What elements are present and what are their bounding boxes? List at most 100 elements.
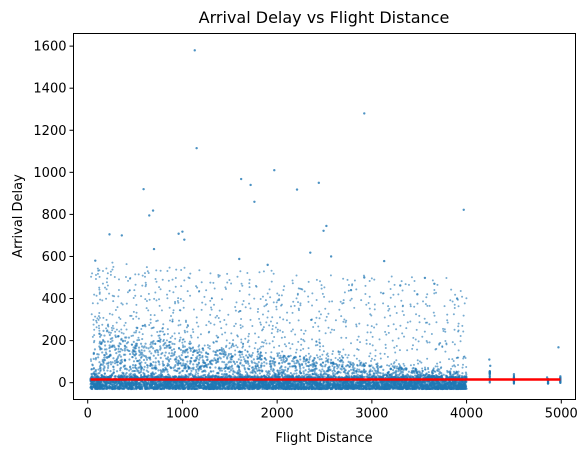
data-point (409, 303, 412, 306)
data-point (444, 350, 447, 353)
data-point (143, 365, 146, 368)
data-point (177, 301, 180, 304)
data-point (224, 370, 227, 373)
data-point (442, 329, 445, 332)
data-point (138, 331, 141, 334)
data-point (254, 284, 257, 287)
data-point (181, 358, 184, 361)
data-point (184, 331, 187, 334)
data-point (141, 274, 144, 277)
data-point (152, 326, 155, 329)
data-point (430, 333, 433, 335)
data-point (403, 364, 406, 367)
data-point (113, 359, 117, 363)
data-point (276, 369, 279, 372)
data-point (311, 338, 314, 341)
data-point (312, 363, 316, 366)
data-point (226, 281, 229, 284)
data-point (166, 297, 169, 300)
data-point (331, 369, 334, 373)
data-point (224, 354, 227, 357)
data-point (360, 299, 363, 302)
data-point (282, 288, 285, 291)
data-point (347, 289, 350, 292)
data-point (403, 335, 406, 338)
data-point (248, 282, 251, 285)
data-point (278, 344, 281, 347)
data-point (317, 373, 320, 377)
data-point (311, 369, 315, 372)
data-point (112, 368, 115, 371)
data-point (449, 299, 452, 302)
data-point (206, 344, 209, 347)
data-point (181, 341, 184, 344)
data-point (295, 297, 298, 300)
data-point (129, 365, 132, 368)
data-point (370, 325, 373, 328)
data-point (91, 272, 94, 275)
data-point (176, 300, 179, 303)
data-point (304, 369, 307, 372)
data-point (198, 350, 201, 353)
data-point (290, 387, 294, 390)
data-point (179, 336, 182, 339)
data-point (104, 344, 107, 347)
data-point (238, 290, 241, 293)
data-point (425, 296, 428, 299)
data-point (119, 359, 122, 362)
data-point (452, 360, 455, 362)
data-point (321, 365, 324, 368)
data-point (368, 364, 371, 367)
data-point (90, 313, 93, 316)
data-point (251, 366, 254, 369)
data-point (175, 358, 178, 361)
data-point (241, 353, 244, 356)
data-point (165, 339, 168, 342)
data-point (318, 358, 321, 361)
data-point (141, 333, 144, 336)
data-point (110, 326, 113, 329)
data-point (247, 387, 250, 391)
data-point (366, 372, 369, 375)
data-point (415, 313, 418, 316)
data-point (194, 368, 198, 372)
data-point (202, 374, 205, 377)
data-point (369, 352, 372, 355)
data-point (153, 314, 156, 317)
data-point (415, 328, 418, 331)
data-point (189, 349, 192, 352)
data-point (164, 367, 168, 370)
data-point (461, 372, 464, 375)
data-point (156, 387, 159, 390)
data-point (139, 356, 143, 359)
data-point (134, 364, 137, 367)
data-point (157, 360, 160, 363)
data-point (269, 355, 272, 359)
data-point (252, 358, 255, 361)
data-point (256, 364, 259, 368)
data-point (371, 370, 374, 373)
data-point (305, 354, 307, 357)
data-point (395, 328, 398, 331)
data-point (352, 371, 356, 375)
data-point (191, 353, 194, 357)
data-point (285, 319, 288, 322)
data-point (355, 288, 358, 291)
data-point (465, 366, 468, 369)
data-point (401, 332, 404, 335)
data-point (390, 363, 393, 366)
data-point (233, 371, 236, 374)
data-point (328, 300, 331, 303)
data-point (161, 360, 164, 363)
data-point (212, 303, 215, 306)
data-point (238, 373, 242, 376)
data-point (162, 338, 165, 341)
data-point (93, 339, 96, 342)
data-point (392, 323, 395, 326)
data-point (282, 360, 285, 363)
data-point (168, 352, 171, 355)
data-point (270, 351, 273, 354)
data-point (94, 315, 97, 318)
data-point (413, 280, 416, 283)
data-point (249, 307, 252, 310)
